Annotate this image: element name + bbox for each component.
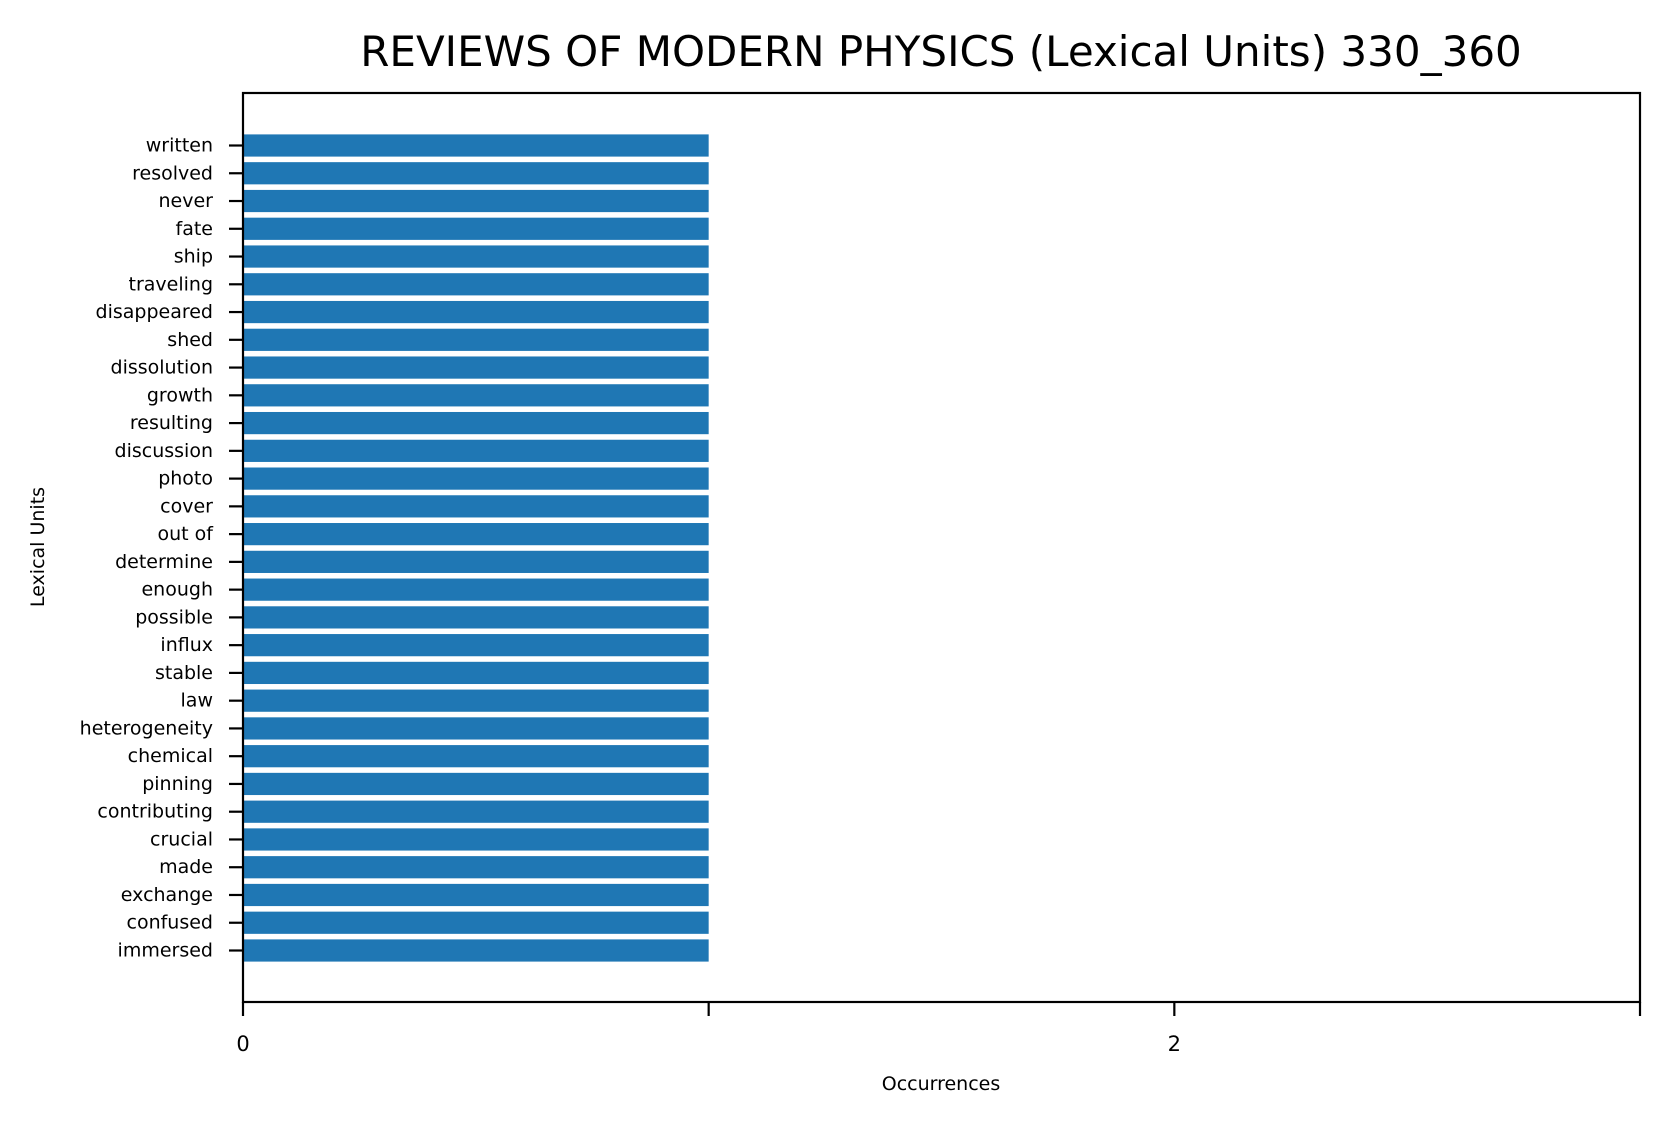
bar-influx xyxy=(243,634,709,657)
y-tick-label: cover xyxy=(160,495,213,517)
bar-photo xyxy=(243,467,709,490)
bar-disappeared xyxy=(243,300,709,324)
y-tick-label: made xyxy=(159,856,213,878)
bar-fate xyxy=(243,217,709,240)
y-tick-label: stable xyxy=(155,662,213,684)
y-tick-label: never xyxy=(159,190,214,212)
y-tick-label: resolved xyxy=(132,162,213,184)
bar-discussion xyxy=(243,439,709,462)
bar-law xyxy=(243,689,709,712)
bar-resulting xyxy=(243,411,709,435)
bar-possible xyxy=(243,606,709,629)
bar-immersed xyxy=(243,939,709,962)
bar-cover xyxy=(243,495,709,518)
x-axis-label: Occurrences xyxy=(882,1073,1001,1095)
y-tick-label: dissolution xyxy=(111,357,213,379)
bar-heterogeneity xyxy=(243,717,709,740)
y-tick-label: influx xyxy=(160,634,213,656)
bars-layer xyxy=(243,134,709,962)
y-axis-label: Lexical Units xyxy=(27,487,49,607)
y-tick-label: heterogeneity xyxy=(80,717,213,739)
y-tick-label: discussion xyxy=(115,440,213,462)
y-tick-label: pinning xyxy=(142,773,213,795)
bar-confused xyxy=(243,911,709,934)
bar-chemical xyxy=(243,745,709,768)
y-tick-label: immersed xyxy=(118,940,213,962)
y-tick-label: exchange xyxy=(121,884,213,906)
y-tick-label: photo xyxy=(158,468,213,490)
bar-exchange xyxy=(243,883,709,907)
y-tick-label: resulting xyxy=(130,412,213,434)
bar-resolved xyxy=(243,162,709,185)
bar-ship xyxy=(243,245,709,268)
bar-enough xyxy=(243,578,709,601)
y-tick-label: crucial xyxy=(150,828,213,850)
bar-out-of xyxy=(243,523,709,546)
bar-crucial xyxy=(243,828,709,851)
y-tick-label: shed xyxy=(167,329,213,351)
y-tick-label: fate xyxy=(176,218,213,240)
y-tick-label: confused xyxy=(127,912,214,934)
bar-shed xyxy=(243,328,709,351)
bar-stable xyxy=(243,661,709,685)
y-tick-label: growth xyxy=(147,384,213,406)
bar-made xyxy=(243,856,709,879)
plot-frame xyxy=(241,91,1642,1004)
x-tick-label: 0 xyxy=(236,1032,249,1056)
y-tick-label: written xyxy=(146,135,213,157)
bar-written xyxy=(243,134,709,157)
y-tick-label: determine xyxy=(115,551,213,573)
y-tick-label: ship xyxy=(174,246,213,268)
bar-pinning xyxy=(243,772,709,796)
y-tick-label: law xyxy=(181,690,213,712)
y-tick-label: enough xyxy=(141,579,213,601)
bar-traveling xyxy=(243,273,709,296)
bar-contributing xyxy=(243,800,709,823)
y-axis-ticks: written resolved never fate ship traveling dis… xyxy=(80,135,243,962)
x-tick-label: 2 xyxy=(1168,1032,1181,1056)
y-tick-label: possible xyxy=(135,606,213,628)
chart-title: REVIEWS OF MODERN PHYSICS (Lexical Units… xyxy=(360,27,1522,76)
bar-dissolution xyxy=(243,356,709,379)
y-tick-label: disappeared xyxy=(96,301,213,323)
y-tick-label: out of xyxy=(158,523,215,545)
bar-growth xyxy=(243,384,709,407)
bar-never xyxy=(243,189,709,213)
y-tick-label: chemical xyxy=(128,745,213,767)
y-tick-label: traveling xyxy=(129,273,214,295)
y-tick-label: contributing xyxy=(97,801,213,823)
bar-determine xyxy=(243,550,709,573)
